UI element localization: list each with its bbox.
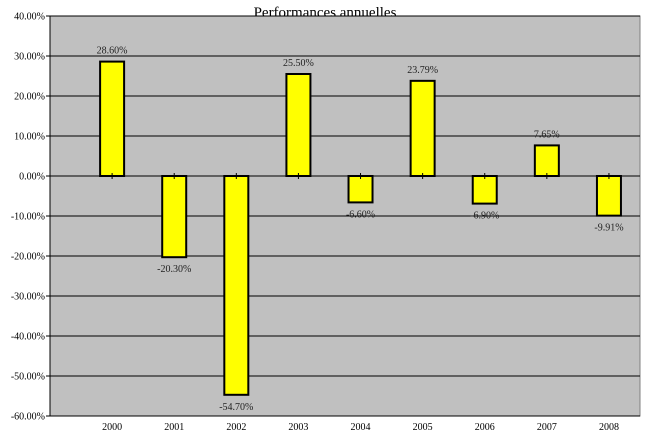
bar-2005 [411, 81, 435, 176]
data-label-2006: -6.90% [470, 211, 499, 222]
x-tick-label: 2004 [351, 422, 371, 433]
bar-2006 [473, 176, 497, 204]
y-tick-label: -10.00% [11, 212, 45, 223]
y-tick-label: -60.00% [11, 412, 45, 423]
x-tick-label: 2000 [102, 422, 122, 433]
bar-2007 [535, 145, 559, 176]
bar-2008 [597, 176, 621, 216]
data-label-2007: 7.65% [534, 129, 560, 140]
y-tick-label: -20.00% [11, 252, 45, 263]
y-tick-label: -30.00% [11, 292, 45, 303]
data-label-2000: 28.60% [97, 46, 128, 57]
y-tick-label: 10.00% [14, 132, 45, 143]
x-tick-label: 2007 [537, 422, 557, 433]
bar-2003 [286, 74, 310, 176]
y-tick-label: -50.00% [11, 372, 45, 383]
x-tick-label: 2001 [164, 422, 184, 433]
bar-2002 [224, 176, 248, 395]
data-label-2005: 23.79% [407, 65, 438, 76]
data-label-2004: -6.60% [346, 209, 375, 220]
x-tick-label: 2006 [475, 422, 495, 433]
y-tick-label: 30.00% [14, 52, 45, 63]
data-label-2003: 25.50% [283, 58, 314, 69]
x-tick-label: 2008 [599, 422, 619, 433]
bar-2000 [100, 62, 124, 176]
x-tick-label: 2005 [413, 422, 433, 433]
data-label-2002: -54.70% [219, 402, 253, 413]
bar-2004 [349, 176, 373, 202]
y-tick-label: 20.00% [14, 92, 45, 103]
bar-2001 [162, 176, 186, 257]
data-label-2008: -9.91% [594, 223, 623, 234]
y-tick-label: -40.00% [11, 332, 45, 343]
x-tick-label: 2002 [226, 422, 246, 433]
x-tick-label: 2003 [288, 422, 308, 433]
data-label-2001: -20.30% [157, 264, 191, 275]
y-axis: 40.00% 30.00% 20.00% 10.00% 0.00% -10.00% -20.… [11, 12, 50, 423]
y-tick-label: 40.00% [14, 12, 45, 23]
y-tick-label: 0.00% [19, 172, 45, 183]
